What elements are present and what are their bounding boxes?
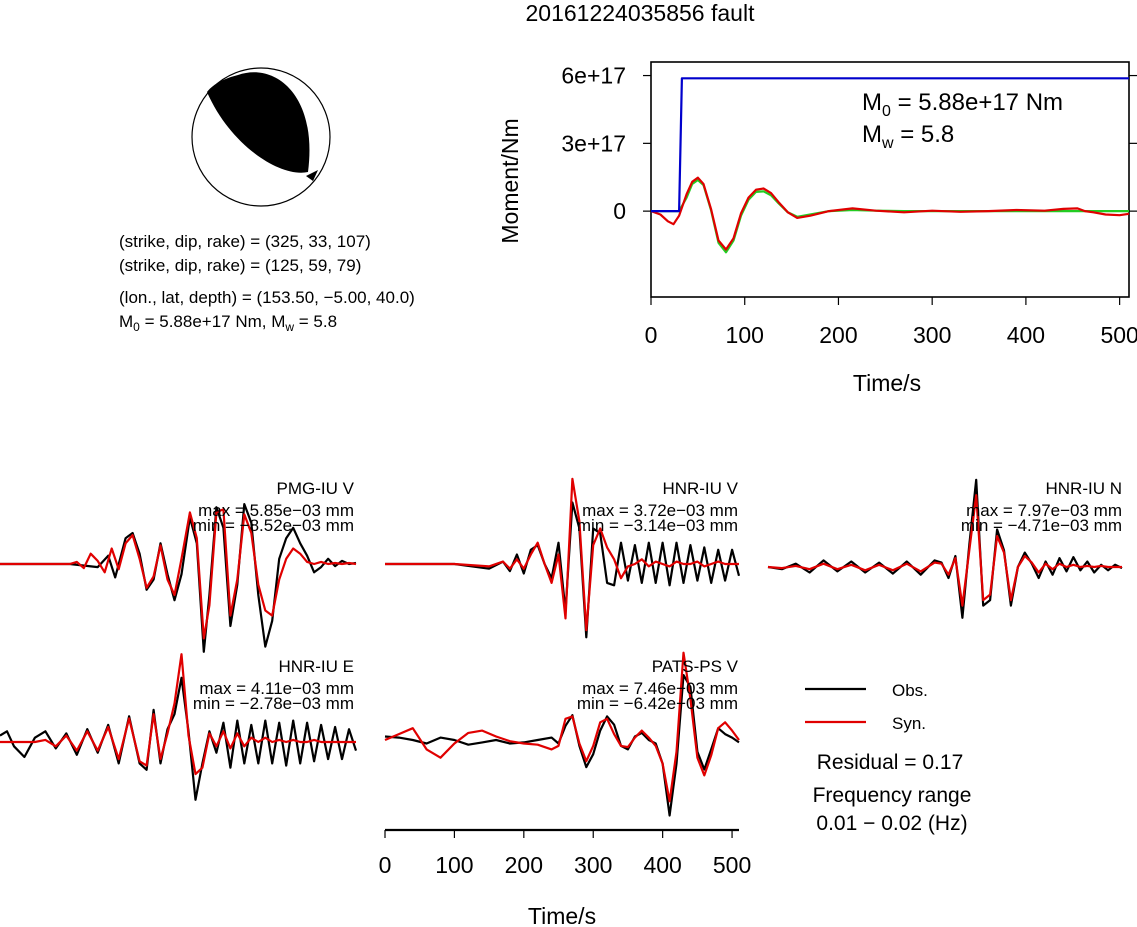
synthetic-trace — [0, 508, 357, 640]
waveform-xtick-label: 100 — [435, 852, 473, 878]
mechanism-moment: M0 = 5.88e+17 Nm, Mw = 5.8 — [119, 312, 337, 334]
frequency-range-value: 0.01 − 0.02 (Hz) — [816, 812, 967, 835]
mrf-series-line — [650, 176, 1130, 251]
moment-rate-chart: 0 100 200 300 400 500 0 3e+17 6e+17 Moment/Nm Ti… — [497, 61, 1137, 396]
waveform-station-title: HNR-IU E — [278, 657, 354, 676]
waveform-max-label: max = 7.97e−03 mm — [966, 501, 1122, 520]
waveform-min-label: min = −8.52e−03 mm — [193, 516, 354, 535]
legend-syn-label: Syn. — [892, 714, 926, 733]
mrf-axes: 0 100 200 300 400 500 0 3e+17 6e+17 — [561, 63, 1137, 348]
waveform-min-label: min = −3.14e−03 mm — [577, 516, 738, 535]
mrf-ytick-label: 0 — [613, 198, 626, 224]
beachball-compressional-lobe — [207, 72, 310, 173]
mrf-m0-annotation: M0 = 5.88e+17 Nm — [862, 89, 1063, 120]
waveform-station-title: HNR-IU N — [1046, 479, 1123, 498]
synthetic-trace — [0, 653, 356, 776]
mrf-ylabel: Moment/Nm — [497, 118, 523, 243]
mechanism-mw-rest: = 5.8 — [294, 312, 337, 331]
waveform-max-label: max = 4.11e−03 mm — [199, 679, 354, 698]
mrf-xtick-label: 200 — [819, 322, 857, 348]
mrf-m0-sub: 0 — [882, 103, 891, 120]
waveform-xlabel: Time/s — [528, 903, 596, 927]
synthetic-trace — [384, 651, 740, 803]
observed-trace — [385, 501, 741, 639]
waveform-station-title: HNR-IU V — [662, 479, 738, 498]
mrf-xlabel: Time/s — [853, 370, 921, 396]
mechanism-m0-sub: 0 — [133, 320, 140, 334]
waveform-max-label: max = 7.46e−03 mm — [582, 679, 738, 698]
mechanism-m0-label: M — [119, 312, 133, 331]
figure-title: 20161224035856 fault — [526, 0, 756, 26]
mrf-ytick-label: 6e+17 — [561, 63, 626, 89]
mechanism-mw-sub: w — [284, 320, 294, 334]
mrf-series-line — [651, 77, 1129, 213]
mrf-series-line — [651, 178, 1129, 254]
mrf-xtick-label: 300 — [913, 322, 951, 348]
mrf-plot-frame — [650, 61, 1130, 298]
mechanism-m0-rest: = 5.88e+17 Nm, M — [140, 312, 286, 331]
waveform-min-label: min = −4.71e−03 mm — [961, 516, 1122, 535]
mechanism-line-2: (strike, dip, rake) = (125, 59, 79) — [119, 256, 361, 275]
mrf-xtick-label: 500 — [1100, 322, 1137, 348]
frequency-range-label: Frequency range — [813, 784, 972, 807]
mrf-xtick-label: 400 — [1007, 322, 1045, 348]
waveform-xtick-label: 400 — [643, 852, 681, 878]
beachball-small-lobe — [306, 170, 318, 181]
mrf-m0-rest: = 5.88e+17 Nm — [891, 89, 1063, 116]
waveform-time-axis: Time/s 0 100 200 300 400 500 — [379, 828, 751, 927]
waveform-xtick-label: 300 — [574, 852, 612, 878]
waveform-station-title: PATS-PS V — [652, 657, 739, 676]
mrf-ytick-label: 3e+17 — [561, 130, 626, 156]
mrf-xtick-label: 100 — [726, 322, 764, 348]
mrf-mw-main: M — [862, 121, 882, 148]
waveform-min-label: min = −2.78e−03 mm — [193, 694, 354, 713]
mrf-series — [650, 77, 1130, 254]
waveform-station-title: PMG-IU V — [277, 479, 355, 498]
beachball — [191, 67, 331, 207]
waveform-min-label: min = −6.42e−03 mm — [577, 694, 738, 713]
legend: Obs. Syn. — [805, 681, 928, 733]
mrf-mw-annotation: Mw = 5.8 — [862, 121, 954, 152]
waveform-max-label: max = 5.85e−03 mm — [198, 501, 354, 520]
synthetic-trace — [767, 494, 1122, 607]
mechanism-line-1: (strike, dip, rake) = (325, 33, 107) — [119, 232, 371, 251]
waveform-max-label: max = 3.72e−03 mm — [582, 501, 738, 520]
residual-text: Residual = 0.17 — [817, 751, 964, 774]
synthetic-trace — [385, 477, 739, 632]
mrf-m0-main: M — [862, 89, 882, 116]
waveform-xtick-label: 0 — [379, 852, 392, 878]
legend-obs-label: Obs. — [892, 681, 928, 700]
mechanism-info: (strike, dip, rake) = (325, 33, 107) (st… — [119, 232, 415, 334]
mrf-mw-sub: w — [881, 135, 894, 152]
mechanism-location: (lon., lat, depth) = (153.50, −5.00, 40.… — [119, 288, 415, 307]
mrf-mw-rest: = 5.8 — [894, 121, 955, 148]
waveform-xtick-label: 500 — [713, 852, 751, 878]
mrf-xtick-label: 0 — [645, 322, 658, 348]
waveform-xtick-label: 200 — [505, 852, 543, 878]
